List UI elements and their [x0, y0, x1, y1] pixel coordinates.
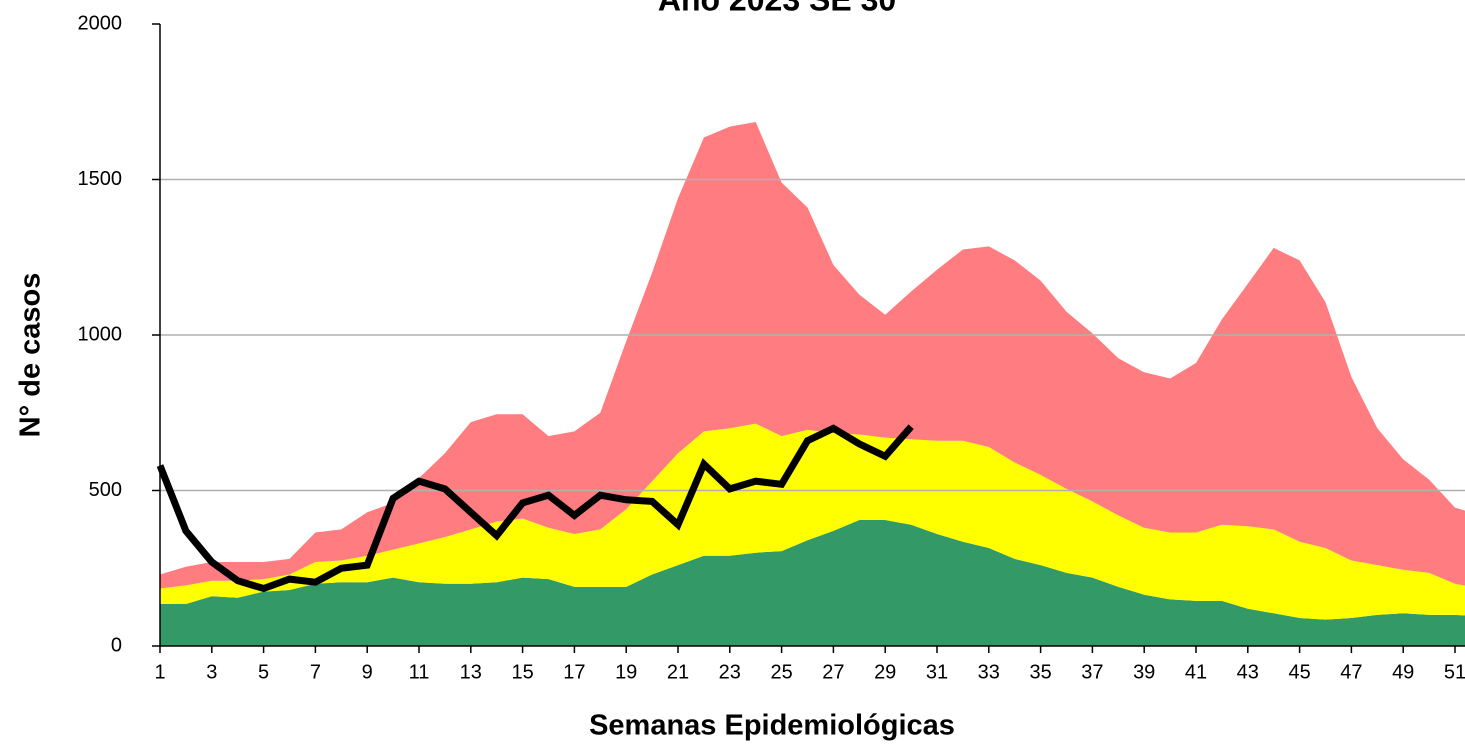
x-tick-label: 19	[615, 661, 637, 683]
x-tick-label: 23	[719, 661, 741, 683]
x-tick-label: 7	[310, 661, 321, 683]
x-tick-label: 15	[511, 661, 533, 683]
x-tick-label: 39	[1133, 661, 1155, 683]
area	[160, 423, 1465, 620]
line	[156, 424, 914, 593]
x-tick-label: 43	[1237, 661, 1259, 683]
x-tick-label: 29	[874, 661, 896, 683]
x-tick-label: 33	[978, 661, 1000, 683]
x-tick-label: 3	[206, 661, 217, 683]
y-tick-label: 500	[89, 479, 122, 501]
x-tick-label: 11	[409, 661, 430, 683]
y-tick-label: 0	[111, 634, 122, 656]
y-tick-label: 1500	[78, 168, 123, 190]
x-tick-label: 35	[1029, 661, 1051, 683]
x-tick-label: 41	[1185, 661, 1207, 683]
x-tick-label: 9	[362, 661, 373, 683]
x-tick-label: 1	[154, 661, 165, 683]
x-tick-label: 31	[926, 661, 948, 683]
x-tick-label: 47	[1340, 661, 1362, 683]
y-tick-label: 1000	[78, 323, 123, 345]
area	[160, 122, 1465, 589]
y-tick-label: 2000	[78, 12, 123, 34]
chart-title: Año 2023 SE 30	[658, 0, 896, 17]
y-axis-label: N° de casos	[15, 273, 47, 438]
x-tick-label: 49	[1392, 661, 1414, 683]
x-tick-label: 17	[563, 661, 585, 683]
x-tick-label: 27	[822, 661, 844, 683]
x-tick-label: 37	[1081, 661, 1103, 683]
x-axis-label: Semanas Epidemiológicas	[589, 710, 955, 742]
x-tick-label: 21	[667, 661, 689, 683]
x-tick-label: 13	[460, 661, 482, 683]
x-tick-label: 45	[1288, 661, 1310, 683]
x-tick-label: 51	[1444, 661, 1465, 683]
area	[160, 520, 1465, 646]
x-tick-label: 25	[770, 661, 792, 683]
x-tick-label: 5	[258, 661, 269, 683]
